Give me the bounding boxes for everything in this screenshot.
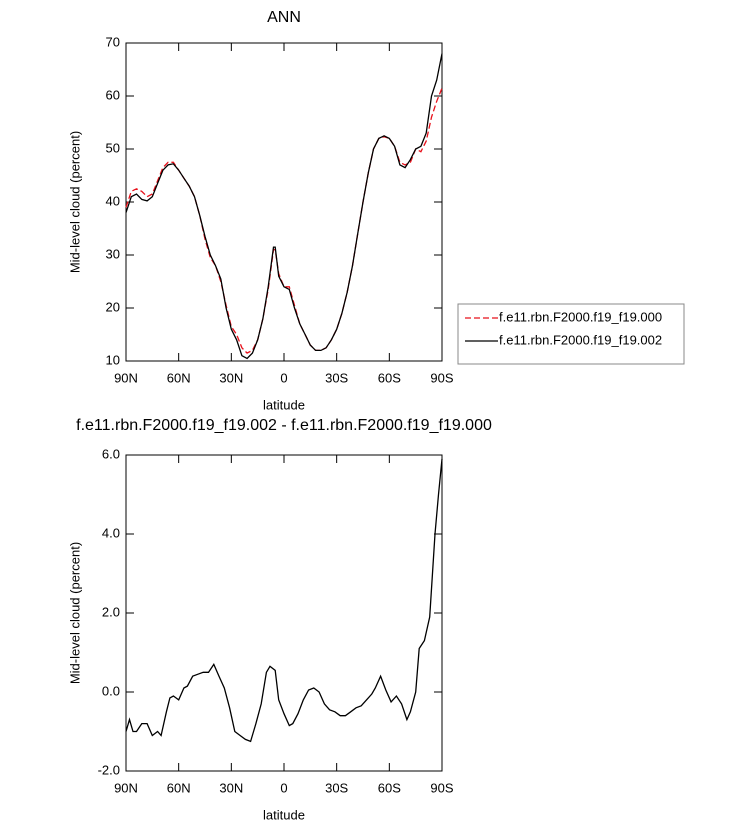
x-tick-label: 90S [430,370,453,385]
y-tick-label: 10 [106,352,120,367]
x-axis-label: latitude [263,397,305,412]
x-tick-label: 60S [378,780,401,795]
y-tick-label: 60 [106,87,120,102]
y-axis-label: Mid-level cloud (percent) [67,131,82,273]
x-tick-label: 60S [378,370,401,385]
plot-frame [125,454,443,772]
y-tick-label: 40 [106,193,120,208]
y-tick-label: 2.0 [102,604,120,619]
chart-title: ANN [267,9,301,26]
y-tick-label: -2.0 [98,762,120,777]
x-tick-label: 90S [430,780,453,795]
plot-frame [125,42,443,362]
x-tick-label: 90N [114,370,138,385]
y-tick-label: 70 [106,34,120,49]
x-tick-label: 90N [114,780,138,795]
y-tick-label: 50 [106,140,120,155]
legend-label: f.e11.rbn.F2000.f19_f19.002 [499,332,662,347]
y-tick-label: 30 [106,246,120,261]
legend-box [457,303,685,365]
x-tick-label: 60N [167,780,191,795]
y-tick-label: 6.0 [102,446,120,461]
data-line [125,53,443,360]
x-tick-label: 30S [325,370,348,385]
data-line [125,87,443,354]
y-tick-label: 20 [106,299,120,314]
x-tick-label: 30N [219,780,243,795]
x-tick-label: 60N [167,370,191,385]
chart-title: f.e11.rbn.F2000.f19_f19.002 - f.e11.rbn.… [76,417,492,434]
x-tick-label: 30N [219,370,243,385]
x-axis-label: latitude [263,807,305,822]
y-axis-label: Mid-level cloud (percent) [67,542,82,684]
x-tick-label: 0 [280,370,287,385]
y-tick-label: 4.0 [102,525,120,540]
data-line [125,458,443,743]
x-tick-label: 30S [325,780,348,795]
legend-label: f.e11.rbn.F2000.f19_f19.000 [499,309,662,324]
x-tick-label: 0 [280,780,287,795]
y-tick-label: 0.0 [102,683,120,698]
